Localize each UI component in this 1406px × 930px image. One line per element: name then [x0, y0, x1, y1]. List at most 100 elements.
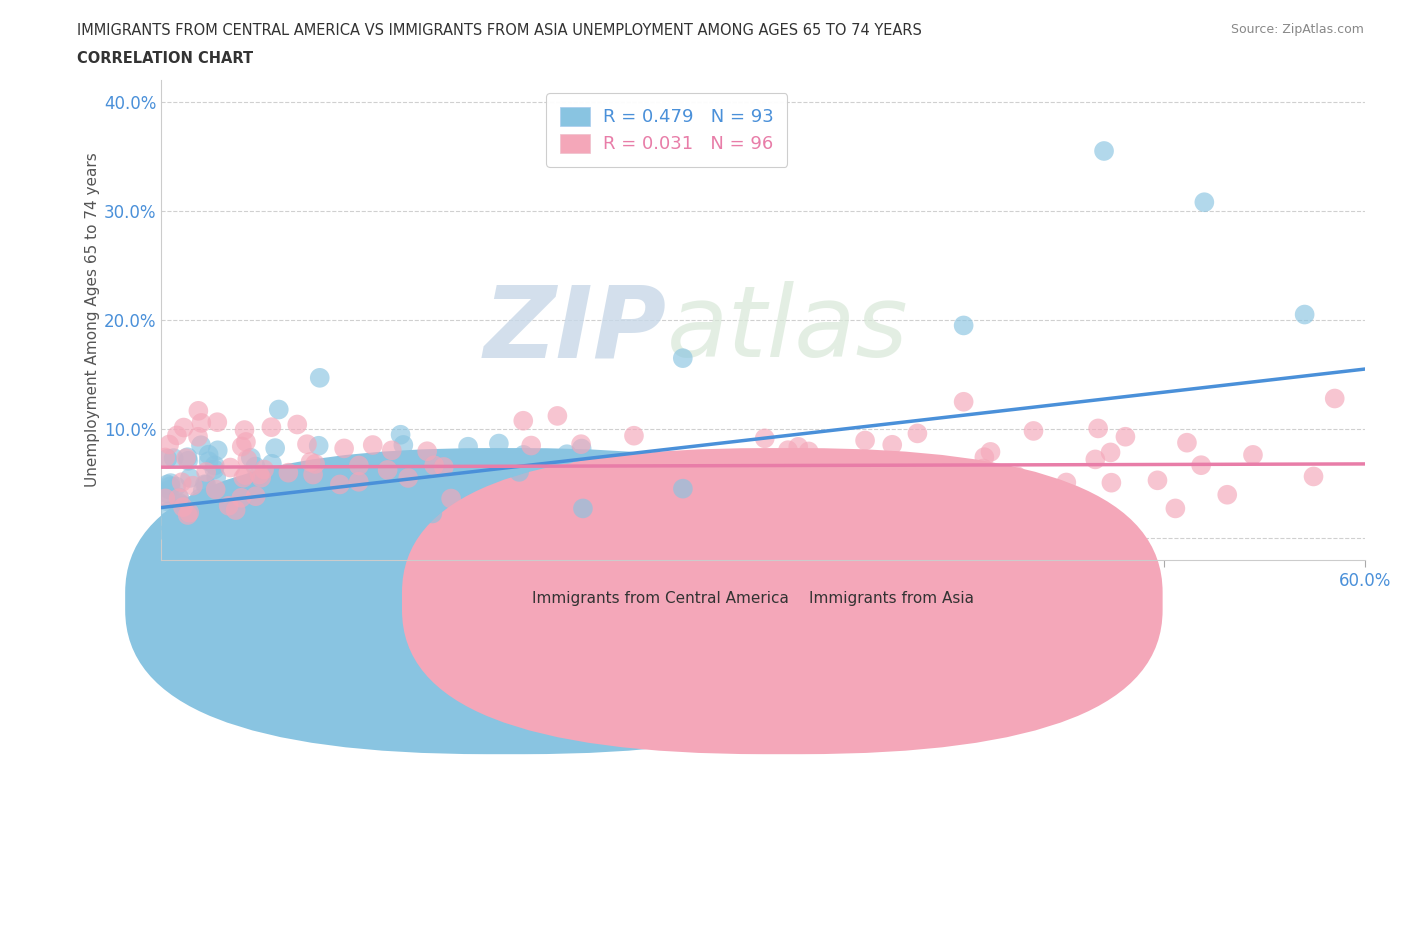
Point [159, 479, 181, 494]
Point [195, 477, 218, 492]
Point [245, 459, 267, 474]
Point [285, 417, 308, 432]
Point [890, 509, 912, 524]
Point [1216, 487, 1239, 502]
Point [187, 430, 209, 445]
Point [298, 495, 321, 510]
Point [259, 525, 281, 540]
Point [972, 461, 994, 476]
Point [979, 468, 1001, 483]
Point [361, 438, 384, 453]
Point [308, 370, 330, 385]
Point [508, 464, 530, 479]
Point [776, 443, 799, 458]
Point [433, 459, 456, 474]
FancyBboxPatch shape [125, 448, 886, 754]
Legend: R = 0.479   N = 93, R = 0.031   N = 96: R = 0.479 N = 93, R = 0.031 N = 96 [547, 93, 787, 166]
Point [155, 450, 177, 465]
Point [1189, 458, 1212, 472]
Point [765, 475, 787, 490]
Point [235, 434, 257, 449]
FancyBboxPatch shape [402, 448, 1163, 754]
Point [225, 502, 247, 517]
Point [302, 467, 325, 482]
Point [1175, 435, 1198, 450]
Point [190, 438, 212, 453]
Point [353, 481, 375, 496]
Point [569, 437, 592, 452]
Point [162, 523, 184, 538]
Point [512, 413, 534, 428]
Point [546, 408, 568, 423]
Point [156, 494, 179, 509]
Point [1146, 472, 1168, 487]
Point [167, 491, 190, 506]
Point [166, 525, 188, 540]
Point [174, 509, 197, 524]
Point [260, 512, 283, 526]
Point [907, 426, 929, 441]
Point [593, 474, 616, 489]
Point [191, 503, 214, 518]
Point [1084, 452, 1107, 467]
Point [157, 437, 180, 452]
Point [308, 438, 330, 453]
Point [1099, 445, 1122, 459]
Point [253, 462, 276, 477]
Point [231, 439, 253, 454]
Point [205, 470, 228, 485]
Text: ZIP: ZIP [484, 281, 666, 379]
Point [423, 458, 446, 472]
Point [882, 437, 904, 452]
Point [260, 516, 283, 531]
Point [235, 468, 257, 483]
Point [195, 525, 218, 540]
Point [839, 464, 862, 479]
Text: Source: ZipAtlas.com: Source: ZipAtlas.com [1230, 23, 1364, 36]
Point [245, 506, 267, 521]
Point [416, 444, 439, 458]
Point [190, 416, 212, 431]
Point [772, 467, 794, 482]
Point [157, 483, 180, 498]
Point [672, 481, 695, 496]
Point [174, 451, 197, 466]
Point [921, 469, 943, 484]
Point [197, 454, 219, 469]
Point [177, 508, 200, 523]
Point [281, 484, 304, 498]
Point [329, 479, 352, 494]
Point [169, 496, 191, 511]
Point [163, 451, 186, 466]
Point [187, 404, 209, 418]
Point [204, 458, 226, 472]
Point [612, 472, 634, 486]
Point [250, 471, 273, 485]
Point [307, 510, 329, 525]
Text: atlas: atlas [666, 281, 908, 379]
Point [831, 471, 853, 485]
Point [236, 452, 259, 467]
Point [155, 491, 177, 506]
Point [800, 473, 823, 488]
Point [295, 437, 318, 452]
Point [157, 504, 180, 519]
Point [440, 491, 463, 506]
Point [952, 318, 974, 333]
Point [181, 478, 204, 493]
Point [1164, 501, 1187, 516]
Point [173, 420, 195, 435]
Point [170, 509, 193, 524]
Point [170, 498, 193, 512]
Point [595, 487, 617, 502]
Point [1194, 194, 1216, 209]
Point [157, 525, 180, 540]
Point [328, 490, 350, 505]
Point [396, 471, 419, 485]
Point [245, 489, 267, 504]
Point [233, 422, 256, 437]
Point [170, 475, 193, 490]
Point [333, 441, 356, 456]
Point [232, 471, 254, 485]
Point [263, 498, 285, 513]
